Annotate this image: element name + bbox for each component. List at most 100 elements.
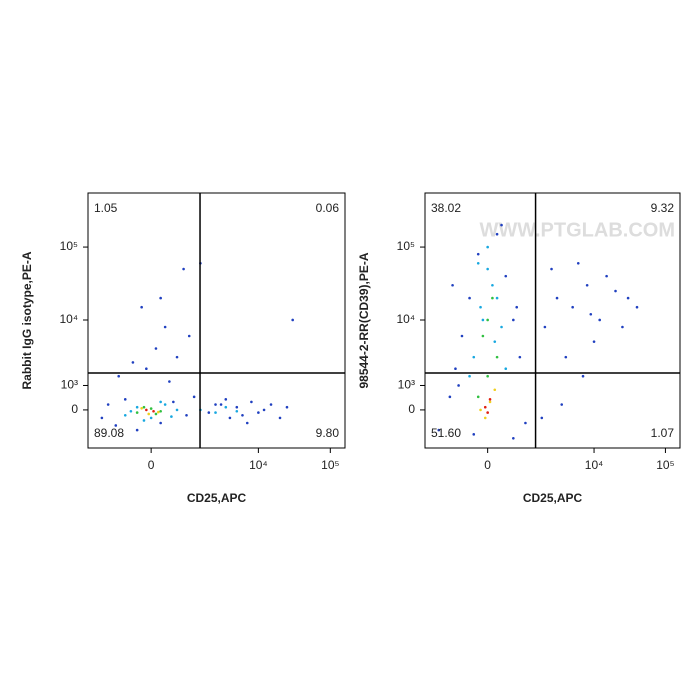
event-dot — [152, 409, 155, 413]
event-dot — [483, 405, 487, 409]
event-dot — [476, 395, 480, 399]
event-dot — [123, 398, 127, 401]
event-dot — [472, 355, 476, 359]
event-dot — [571, 305, 574, 309]
event-dot — [457, 384, 460, 387]
event-dot — [163, 403, 167, 406]
event-dot — [114, 424, 118, 427]
event-dot — [479, 408, 482, 412]
event-dot — [235, 405, 239, 409]
event-dot — [495, 296, 499, 300]
event-dot — [488, 398, 492, 401]
event-dot — [460, 334, 464, 338]
event-dot — [168, 380, 171, 383]
event-dot — [291, 318, 294, 322]
event-dot — [592, 340, 596, 343]
event-dot — [154, 347, 158, 350]
event-dot — [540, 416, 544, 420]
event-dot — [481, 334, 485, 338]
event-dot — [224, 405, 228, 409]
event-dot — [491, 283, 494, 287]
y-axis-title: Rabbit IgG isotype,PE-A — [20, 251, 34, 389]
event-dot — [524, 421, 527, 425]
event-dot — [157, 410, 160, 414]
plot-frame — [87, 192, 346, 449]
event-dot — [448, 395, 452, 399]
event-dot — [515, 305, 519, 309]
x-axis-title: CD25,APC — [187, 491, 247, 505]
event-dot — [598, 318, 601, 322]
event-dot — [228, 416, 232, 420]
event-dot — [159, 421, 162, 425]
event-dot — [488, 400, 492, 404]
event-dot — [635, 305, 639, 309]
event-dot — [451, 283, 454, 287]
event-dot — [175, 355, 179, 359]
event-dot — [560, 403, 564, 406]
quadrant-percent: 38.02 — [431, 201, 461, 215]
y-tick-label: 10⁵ — [397, 239, 415, 253]
x-tick-label: 10⁴ — [585, 458, 604, 472]
event-dot — [159, 296, 162, 300]
event-dot — [140, 305, 143, 309]
event-dot — [245, 421, 249, 425]
plot-frame — [424, 192, 681, 449]
event-dot — [269, 403, 273, 406]
event-dot — [512, 436, 515, 440]
event-dot — [170, 415, 173, 418]
event-dot — [207, 411, 211, 414]
event-dot — [589, 312, 593, 316]
event-dot — [142, 405, 146, 409]
event-dot — [476, 252, 480, 256]
quadrant-percent: 89.08 — [94, 426, 124, 440]
event-dot — [100, 416, 104, 420]
event-dot — [182, 267, 185, 271]
event-dot — [185, 413, 188, 417]
event-dot — [285, 405, 289, 409]
event-dot — [500, 223, 503, 227]
quadrant-percent: 0.06 — [316, 201, 340, 215]
event-dot — [163, 325, 167, 329]
event-dot — [476, 261, 480, 265]
event-dot — [495, 355, 499, 359]
event-dot — [192, 395, 196, 399]
event-dot — [626, 296, 630, 300]
event-dot — [154, 412, 158, 416]
event-dot — [454, 367, 457, 370]
x-tick-label: 0 — [148, 458, 155, 472]
y-tick-label: 10⁴ — [396, 312, 415, 326]
event-dot — [504, 274, 508, 278]
event-dot — [117, 374, 121, 378]
event-dot — [486, 374, 489, 378]
y-tick-label: 10³ — [398, 378, 415, 392]
y-tick-label: 10⁵ — [60, 239, 78, 253]
event-dot — [131, 361, 135, 364]
event-dot — [493, 388, 497, 392]
event-dot — [479, 305, 482, 309]
event-dot — [495, 232, 499, 236]
quadrant-percent: 9.32 — [651, 201, 675, 215]
event-dot — [140, 406, 143, 410]
event-dot — [585, 283, 589, 287]
event-dot — [214, 403, 217, 406]
event-dot — [621, 325, 624, 329]
event-dot — [504, 367, 508, 370]
event-dot — [576, 261, 580, 265]
event-dot — [257, 411, 260, 414]
event-dot — [605, 274, 608, 278]
y-tick-label: 0 — [408, 402, 415, 416]
event-dot — [486, 267, 489, 271]
event-dot — [614, 289, 617, 293]
event-dot — [145, 367, 148, 370]
event-dot — [472, 433, 476, 436]
x-tick-label: 10⁵ — [321, 458, 339, 472]
event-dot — [468, 296, 471, 300]
event-dot — [135, 411, 139, 414]
quadrant-percent: 1.07 — [651, 426, 675, 440]
event-dot — [278, 416, 282, 420]
x-axis-title: CD25,APC — [523, 491, 583, 505]
event-dot — [437, 428, 441, 432]
event-dot — [483, 416, 487, 420]
event-dot — [555, 296, 559, 300]
